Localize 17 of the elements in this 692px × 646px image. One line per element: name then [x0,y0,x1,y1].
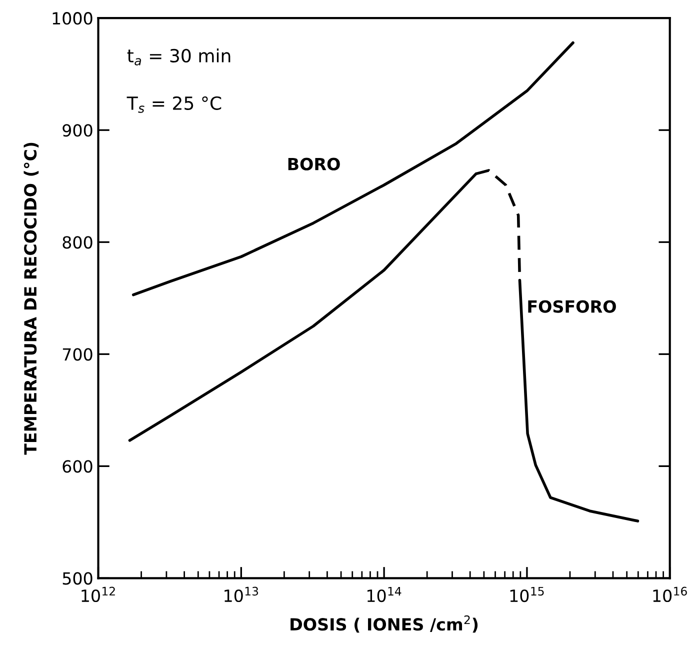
y-tick-label: 800 [62,236,92,249]
series-label: FOSFORO [528,300,616,313]
x-tick-label: 10$^{16}$ [653,586,687,602]
y-tick-label: 600 [62,460,92,473]
text: BORO [288,158,340,170]
x-axis-title: DOSIS ( IONES /cm$^{2}$) [290,615,478,633]
x-tick-label: 10$^{15}$ [510,586,544,602]
y-tick-label: 500 [62,572,92,585]
y-tick-label: 900 [62,124,92,137]
x-tick-label: 10$^{14}$ [367,586,402,602]
x-tick-label: 10$^{13}$ [224,586,258,602]
y-axis-title: TEMPERATURA DE RECOCIDO (°C) [24,142,39,455]
x-tick-label: 10$^{12}$ [82,586,115,602]
annotation: T$_{s}$ = 25 °C [126,96,222,113]
y-tick-label: 700 [62,348,92,361]
y-tick-label: 1000 [52,12,92,25]
annotation: t$_{a}$ = 30 min [127,48,230,66]
